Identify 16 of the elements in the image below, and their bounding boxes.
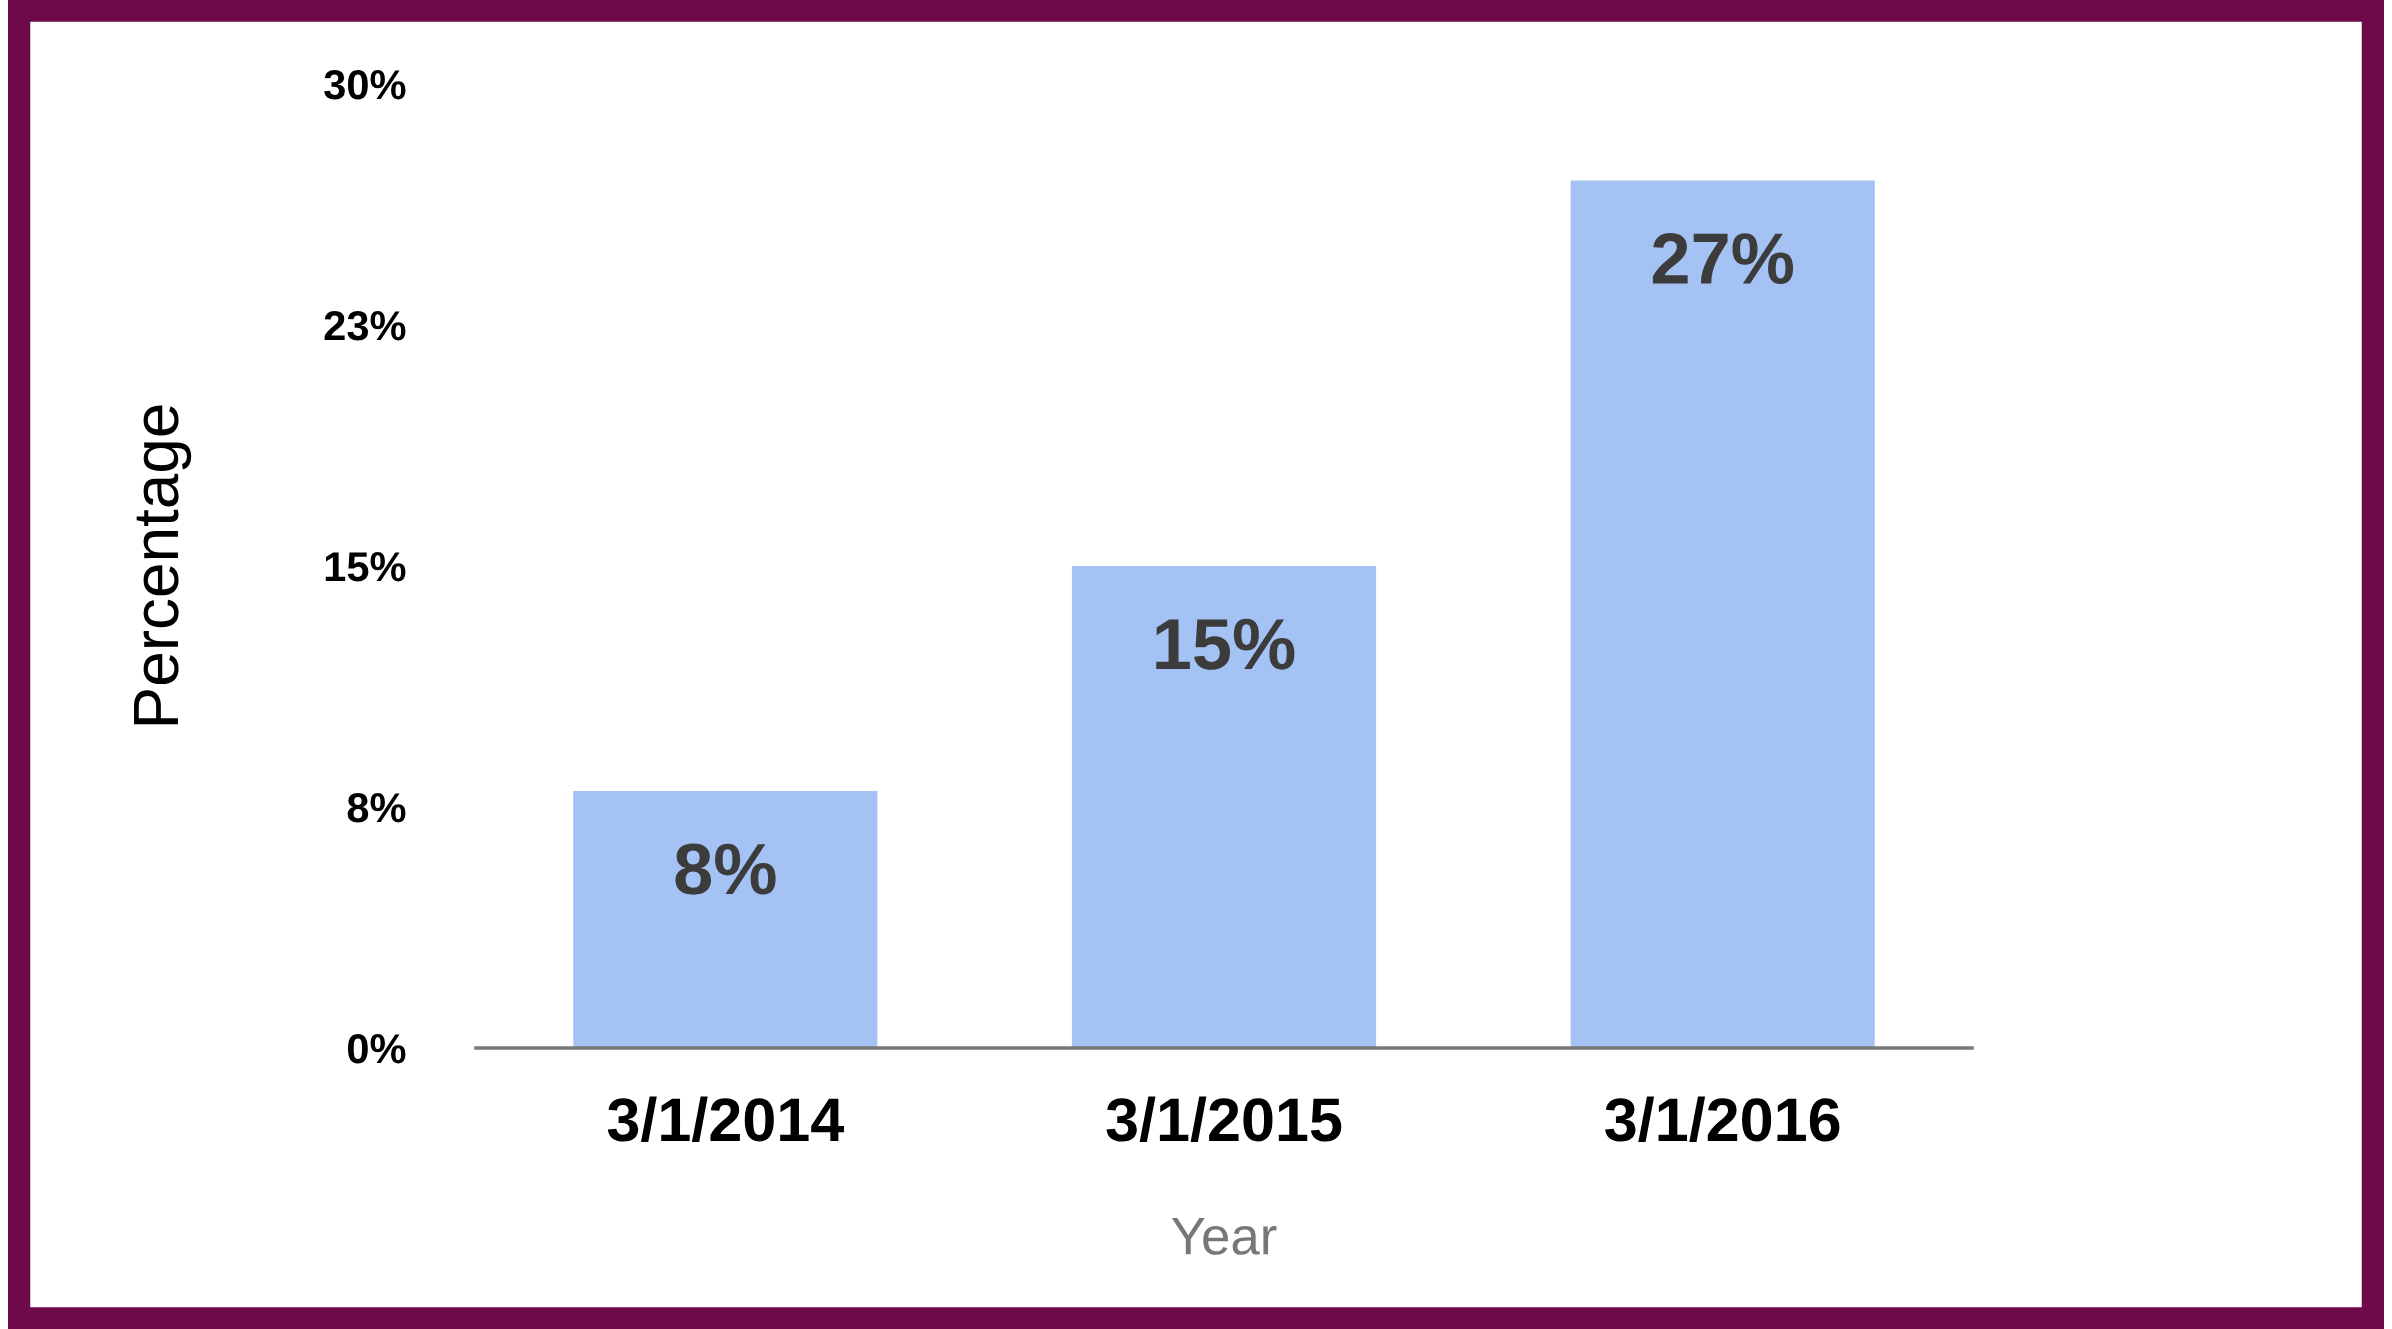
y-tick-label: 23% — [324, 311, 406, 341]
y-tick-label: 30% — [324, 70, 406, 100]
x-tick-label: 3/1/2015 — [1106, 1096, 1342, 1143]
y-tick-label: 0% — [347, 1034, 406, 1064]
bar — [1570, 180, 1875, 1048]
data-label: 15% — [1156, 618, 1295, 670]
data-label: 27% — [1652, 233, 1794, 285]
bar — [1071, 566, 1377, 1048]
x-tick-label: 3/1/2016 — [1605, 1096, 1840, 1143]
y-tick-label: 15% — [325, 552, 406, 582]
x-tick-label: 3/1/2014 — [607, 1096, 844, 1143]
bar — [573, 790, 878, 1048]
y-axis-title: Percentage — [134, 405, 192, 725]
data-label: 8% — [675, 843, 776, 895]
x-axis-title: Year — [1171, 1218, 1277, 1255]
y-tick-label: 8% — [347, 793, 406, 823]
